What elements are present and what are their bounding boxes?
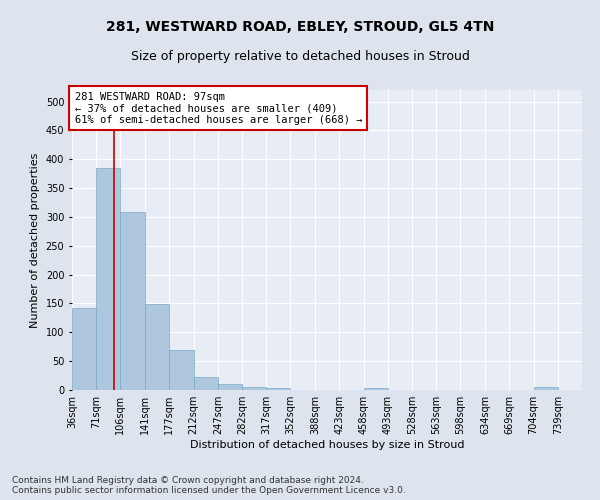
- X-axis label: Distribution of detached houses by size in Stroud: Distribution of detached houses by size …: [190, 440, 464, 450]
- Bar: [121, 212, 145, 390]
- Bar: [533, 387, 558, 390]
- Bar: [218, 384, 242, 390]
- Text: Contains HM Land Registry data © Crown copyright and database right 2024.
Contai: Contains HM Land Registry data © Crown c…: [12, 476, 406, 495]
- Bar: [72, 308, 96, 390]
- Text: 281 WESTWARD ROAD: 97sqm
← 37% of detached houses are smaller (409)
61% of semi-: 281 WESTWARD ROAD: 97sqm ← 37% of detach…: [74, 92, 362, 124]
- Text: Size of property relative to detached houses in Stroud: Size of property relative to detached ho…: [131, 50, 469, 63]
- Bar: [242, 386, 266, 390]
- Bar: [194, 378, 218, 390]
- Bar: [169, 350, 194, 390]
- Bar: [364, 388, 388, 390]
- Bar: [145, 304, 169, 390]
- Bar: [266, 388, 290, 390]
- Y-axis label: Number of detached properties: Number of detached properties: [30, 152, 40, 328]
- Bar: [96, 168, 121, 390]
- Text: 281, WESTWARD ROAD, EBLEY, STROUD, GL5 4TN: 281, WESTWARD ROAD, EBLEY, STROUD, GL5 4…: [106, 20, 494, 34]
